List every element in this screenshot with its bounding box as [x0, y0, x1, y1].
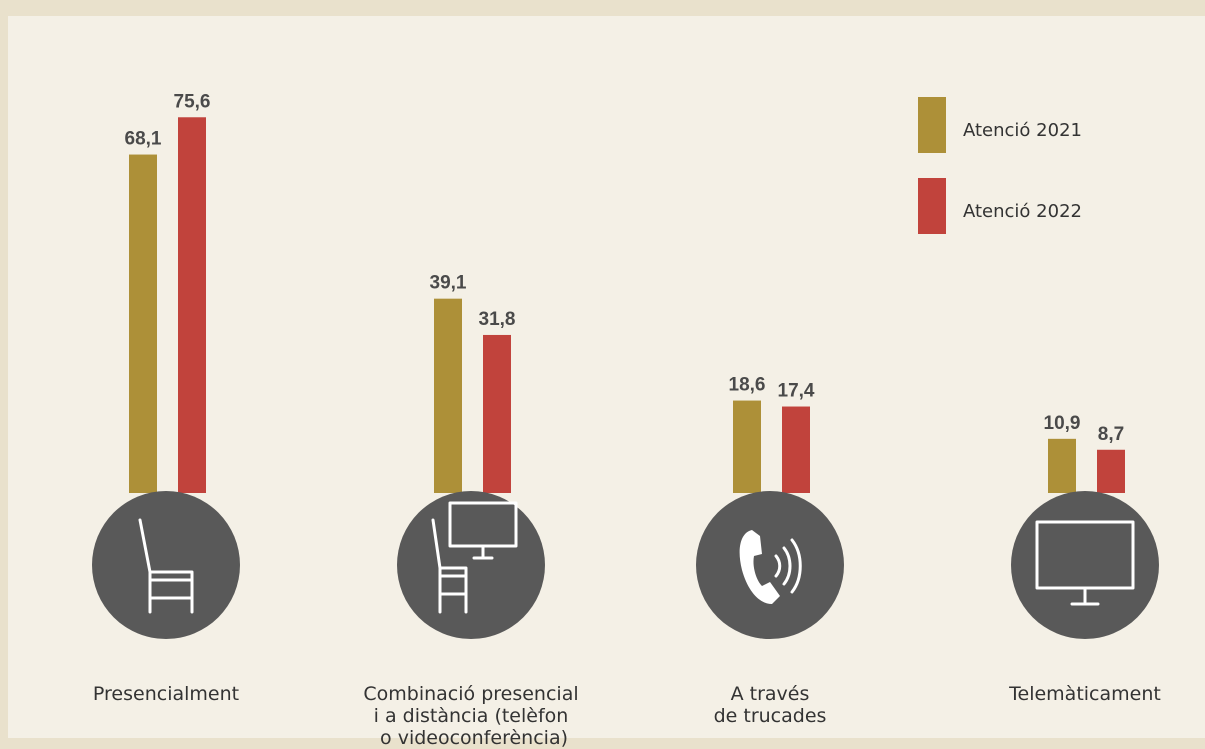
legend-swatch [918, 97, 946, 153]
icons [92, 491, 1159, 639]
bar [733, 400, 761, 493]
chair-monitor-icon [431, 501, 518, 614]
phone-icon [739, 530, 780, 604]
category-label: A través de trucades [713, 683, 827, 727]
category-label: Combinació presencial i a distància (tel… [363, 683, 579, 749]
bar [1097, 449, 1125, 493]
icon-circle [92, 491, 240, 639]
bar [782, 406, 810, 493]
category-label: Telemàticament [1009, 683, 1161, 705]
bar [1048, 438, 1076, 493]
bar [483, 334, 511, 493]
value-label: 31,8 [479, 309, 516, 330]
value-label: 8,7 [1098, 424, 1124, 445]
icon-circle [696, 491, 844, 639]
value-label: 75,6 [174, 91, 211, 112]
bar [434, 298, 462, 493]
bars: 68,1 75,6 39,1 31,8 18,6 17,4 10,9 8,7 [125, 91, 1125, 493]
value-label: 18,6 [729, 375, 766, 396]
chair-icon [138, 518, 194, 614]
icon-circle [1011, 491, 1159, 639]
value-label: 17,4 [778, 381, 815, 402]
value-label: 39,1 [430, 273, 467, 294]
icon-circle [397, 491, 545, 639]
bar [129, 154, 157, 493]
legend: Atenció 2021 Atenció 2022 [918, 97, 1082, 234]
value-label: 10,9 [1044, 413, 1081, 434]
legend-swatch [918, 178, 946, 234]
legend-label: Atenció 2021 [963, 120, 1082, 141]
monitor-icon [1035, 520, 1135, 606]
bar [178, 117, 206, 493]
category-label: Presencialment [92, 683, 240, 705]
phone-waves [774, 538, 802, 594]
legend-label: Atenció 2022 [963, 201, 1082, 222]
value-label: 68,1 [125, 129, 162, 150]
